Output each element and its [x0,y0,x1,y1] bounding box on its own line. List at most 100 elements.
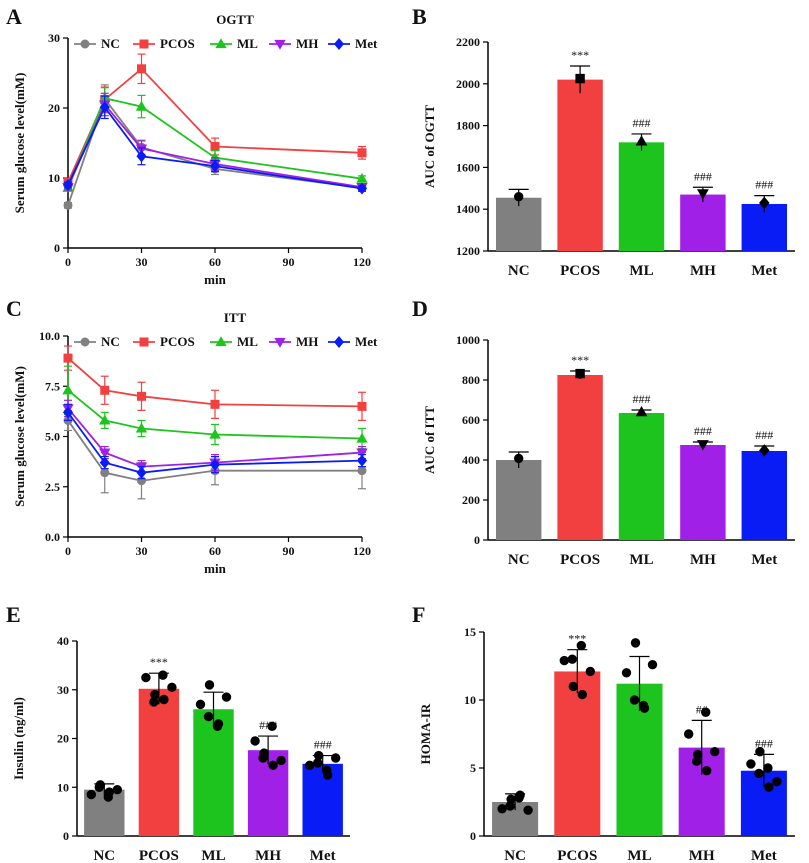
panel-C-y-tick-label: 7.5 [45,379,60,393]
panel-B-bar-nc [495,197,542,251]
panel-C-legend-marker-ml [215,336,227,347]
panel-F-datapoint-met [754,768,764,779]
panel-D-significance-pcos: *** [571,353,589,367]
panel-E-datapoint-pcos [158,670,168,680]
panel-F-datapoint-ml [629,695,640,705]
panel-F-datapoint-pcos [568,681,578,692]
panel-A-y-tick-label: 20 [48,101,60,115]
panel-F-significance-met: ### [755,736,773,750]
panel-A-point-pcos [210,142,220,151]
panel-C-point-mh [99,448,111,459]
panel-F-x-tick-label-nc: NC [504,848,526,863]
panel-F-datapoint-met [763,763,773,773]
panel-D-datapoint-pcos [575,368,585,379]
panel-F-y-tick-label: 10 [464,693,476,707]
panel-F-datapoint-nc [514,793,524,803]
panel-C-point-met [136,466,147,479]
panel-B-y-axis-label: AUC of OGTT [422,105,437,188]
panel-letter-b: B [412,4,427,29]
panel-E-datapoint-mh [250,736,260,746]
panel-F-datapoint-nc [523,805,533,815]
panel-A-legend-label-nc: NC [101,36,120,51]
panel-C-point-pcos [357,401,367,411]
panel-D-bar-mh [680,445,726,540]
panel-E-datapoint-met [305,760,315,771]
panel-D-bar-ml [618,413,665,540]
panel-C-point-ml [209,428,221,439]
panel-D-x-tick-label-ml: ML [629,552,653,568]
panel-E-datapoint-nc [94,782,105,792]
panel-A-point-met [136,150,147,163]
panel-F-datapoint-mh [702,766,712,776]
panel-C-legend-label-ml: ML [237,334,258,349]
panel-E-significance-mh: ### [259,718,277,732]
panel-F-datapoint-met [755,746,765,757]
panel-A-x-tick-label: 0 [65,255,71,269]
panel-C-title: ITT [224,310,247,325]
panel-A-point-met [356,182,368,195]
panel-letter-e: E [6,602,21,627]
panel-A-y-tick-label: 30 [48,31,60,45]
panel-E-datapoint-nc [86,789,97,800]
panel-E-y-tick-label: 20 [57,732,69,746]
panel-A-point-met [99,101,110,114]
panel-C-point-met [99,456,110,469]
panel-A-y-axis-label: Serum glucose level(mM) [12,73,27,214]
panel-F-y-tick-label: 5 [470,761,476,775]
panel-C-y-tick-label: 10.0 [39,329,60,343]
panel-C-legend-label-met: Met [355,334,378,349]
panel-B-datapoint-pcos [575,73,585,84]
panel-F-x-tick-label-met: Met [751,848,777,863]
panel-A-legend-label-pcos: PCOS [160,36,195,51]
panel-C-legend-marker-mh [274,337,286,348]
panel-A-y-tick-label: 10 [48,171,60,185]
panel-E-datapoint-ml [203,711,214,722]
panel-A-point-ml [356,172,368,183]
panel-A-legend-marker-nc [80,39,90,49]
panel-a-ogtt-line-chart: 0 10 20 30 Serum glucose level(mM) 0 30 60 90 120… [12,12,378,287]
panel-B-x-tick-label-met: Met [751,263,777,279]
panel-D-y-axis-label: AUC of ITT [422,406,437,474]
panel-E-datapoint-mh [268,760,278,771]
panel-F-x-tick-label-mh: MH [689,848,715,863]
panel-C-y-tick-label: 5.0 [45,430,60,444]
panel-F-datapoint-pcos [585,666,595,677]
panel-letter-f: F [412,602,425,627]
panel-E-datapoint-ml [212,721,223,732]
panel-D-bar-met [741,451,788,540]
panel-E-y-tick-label: 10 [57,780,69,794]
panel-D-y-tick-label: 200 [462,493,480,507]
panel-A-y-tick-label: 0 [54,241,60,255]
panel-B-datapoint-nc [514,191,524,202]
panel-letter-a: A [6,4,22,29]
panel-D-significance-mh: ### [694,424,712,438]
panel-E-y-axis-label: Insulin (ng/ml) [11,697,26,780]
panel-B-y-tick-label: 1200 [456,244,480,258]
panel-F-datapoint-ml [630,638,641,648]
panel-F-datapoint-pcos [559,655,569,666]
panel-E-y-tick-label: 40 [57,634,69,648]
panel-B-x-tick-label-nc: NC [508,263,530,279]
panel-C-x-tick-label: 0 [65,544,71,558]
panel-A-point-pcos [357,148,367,158]
panel-E-datapoint-mh [276,755,286,766]
panel-E-datapoint-mh [258,753,268,763]
panel-C-point-ml [62,384,74,395]
panel-f-homa-ir-bar-chart: 0 5 10 15 HOMA-IR NC *** PCOS ML ## MH ### Met [418,625,795,863]
panel-C-legend-marker-met [333,336,345,348]
panel-A-legend-label-ml: ML [237,36,258,51]
panel-B-significance-met: ### [755,178,773,192]
panel-E-datapoint-pcos [167,682,177,693]
panel-E-datapoint-nc [103,792,114,802]
panel-C-x-tick-label: 60 [209,544,221,558]
panel-C-x-tick-label: 90 [283,544,295,558]
panel-C-y-tick-label: 0.0 [45,530,60,544]
panel-C-point-mh [356,448,368,459]
panel-F-datapoint-pcos [577,689,587,700]
panel-D-significance-met: ### [755,428,773,442]
panel-C-legend-label-pcos: PCOS [160,334,195,349]
panel-A-x-tick-label: 120 [353,255,371,269]
panel-D-datapoint-mh [696,440,709,451]
panel-B-datapoint-mh [696,189,709,200]
panel-E-bar-pcos [138,688,180,836]
